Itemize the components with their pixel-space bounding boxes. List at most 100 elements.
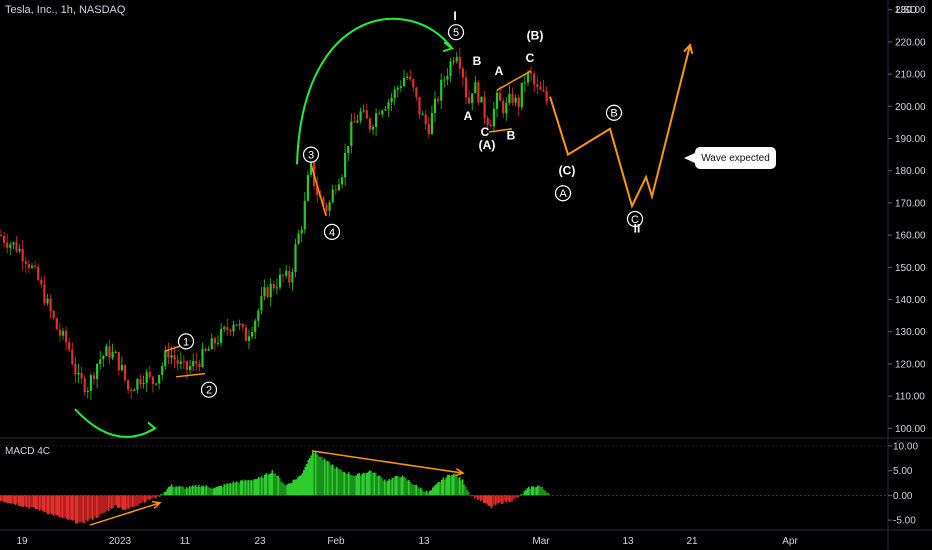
macd-bar (297, 477, 299, 496)
candle-body (511, 93, 514, 103)
macd-bar (334, 468, 336, 496)
macd-bar (27, 495, 29, 507)
macd-bar (520, 494, 522, 496)
macd-bar (301, 473, 303, 496)
macd-tick-label: 10.00 (893, 441, 918, 452)
macd-bar (259, 477, 261, 496)
macd-bar (408, 480, 410, 496)
macd-bar (529, 488, 531, 496)
macd-bar (84, 495, 86, 524)
wave-label: I (453, 9, 456, 23)
wave-label: II (634, 222, 641, 236)
macd-bar (67, 495, 69, 521)
macd-bar (208, 487, 210, 496)
time-tick-label: Feb (327, 536, 345, 547)
wave-label: C (481, 125, 490, 139)
macd-bar (52, 495, 54, 516)
macd-bar (0, 495, 2, 502)
macd-bar (328, 461, 330, 496)
macd-bar (432, 487, 434, 496)
macd-bar (12, 495, 14, 504)
macd-bar (324, 458, 326, 496)
price-tick-label: 180.00 (895, 166, 926, 177)
macd-bar (453, 473, 455, 496)
macd-bar (210, 488, 212, 496)
macd-bar (49, 495, 51, 514)
candle-body (204, 348, 207, 351)
macd-bar (93, 495, 95, 519)
candle-body (89, 375, 92, 391)
candle-body (207, 349, 210, 351)
candle-body (77, 372, 80, 375)
candle-body (142, 382, 145, 385)
macd-bar (160, 493, 162, 496)
macd-bar (70, 495, 72, 521)
macd-bar (493, 495, 495, 505)
macd-bar (376, 476, 378, 496)
macd-bar (162, 494, 164, 496)
macd-bar (240, 480, 242, 496)
macd-bar (418, 488, 420, 496)
macd-bar (91, 495, 93, 520)
macd-bar (330, 465, 332, 496)
macd-bar (339, 469, 341, 496)
candle-body (449, 61, 452, 77)
macd-bar (195, 485, 197, 496)
macd-bar (457, 478, 459, 496)
macd-bar (333, 465, 335, 496)
macd-bar (507, 495, 509, 501)
macd-bar (78, 495, 80, 523)
time-tick-label: 23 (254, 536, 266, 547)
macd-bar (411, 483, 413, 496)
candle-body (151, 376, 154, 385)
macd-bar (540, 486, 542, 496)
candle-body (502, 100, 505, 114)
candle-body (123, 364, 127, 381)
macd-bar (514, 495, 516, 499)
macd-bar (144, 495, 146, 503)
candle-body (195, 361, 198, 364)
macd-bar (198, 485, 200, 496)
macd-bar (100, 495, 102, 514)
macd-bar (30, 495, 32, 508)
macd-bar (355, 475, 357, 496)
macd-bar (114, 495, 116, 505)
macd-bar (201, 486, 203, 496)
candle-body (285, 271, 288, 276)
macd-bar (142, 495, 144, 502)
macd-bar (6, 495, 8, 503)
macd-bar (48, 495, 50, 515)
candle-body (468, 97, 471, 103)
macd-bar (394, 476, 396, 496)
macd-bar (145, 495, 147, 502)
price-tick-label: 230.00 (895, 5, 926, 16)
macd-bar (522, 494, 524, 496)
chart-title: Tesla, Inc., 1h, NASDAQ (5, 4, 126, 16)
macd-bar (249, 480, 251, 496)
candle-body (356, 120, 359, 123)
macd-bar (468, 491, 470, 496)
macd-bar (351, 474, 353, 496)
macd-bar (175, 486, 177, 496)
macd-bar (346, 473, 348, 496)
macd-bar (322, 459, 324, 496)
macd-bar (486, 495, 488, 504)
candle-body (148, 372, 151, 377)
candle-body (350, 121, 353, 147)
macd-bar (256, 478, 258, 496)
candle-body (536, 84, 539, 87)
macd-bar (501, 495, 503, 504)
candle-body (74, 364, 77, 375)
macd-bar (393, 477, 395, 496)
candle-body (170, 355, 173, 358)
macd-bar (430, 490, 432, 496)
candle-body (49, 298, 52, 311)
candle-body (251, 332, 254, 337)
candle-body (365, 110, 368, 119)
candle-body (260, 296, 263, 311)
macd-bar (537, 485, 539, 496)
macd-bar (349, 474, 351, 496)
macd-bar (286, 484, 288, 496)
macd-tick-label: 0.00 (893, 491, 913, 502)
macd-bar (270, 473, 272, 496)
